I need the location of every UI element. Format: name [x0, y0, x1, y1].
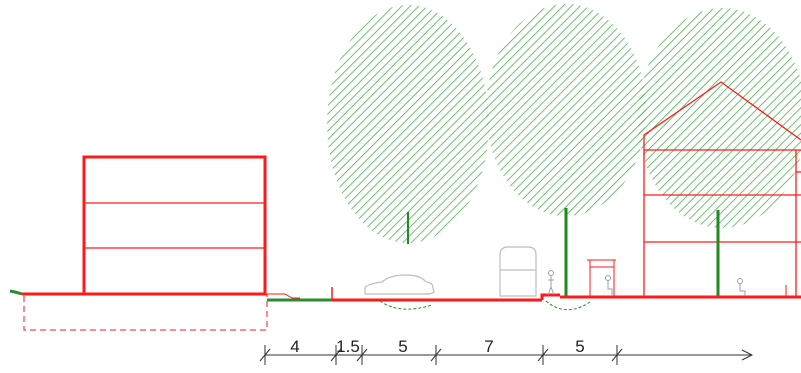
dimension-label: 5 [398, 337, 407, 356]
pedestrian [547, 270, 555, 296]
left-building [82, 155, 267, 296]
dimension-label: 7 [484, 337, 493, 356]
bus [499, 246, 537, 297]
dimension-line [259, 345, 754, 365]
tree-canopy [486, 4, 646, 216]
dimension-label: 5 [575, 337, 584, 356]
seated-person-right [737, 278, 746, 296]
dimension-label: 4 [290, 337, 299, 356]
car [364, 274, 435, 295]
right-house [643, 81, 801, 297]
dimension-label: 1.5 [336, 337, 360, 356]
bench [785, 285, 792, 297]
bus-shelter [587, 259, 616, 296]
tree-2 [486, 4, 646, 216]
tree-canopy [327, 5, 489, 243]
right-arrow-icon [741, 349, 754, 361]
tree-canopy [638, 8, 801, 228]
ground-line [9, 287, 801, 311]
tree-1 [327, 5, 489, 244]
seated-person-left [605, 275, 613, 295]
basement-dashed [23, 293, 268, 331]
tree-3 [638, 8, 801, 228]
